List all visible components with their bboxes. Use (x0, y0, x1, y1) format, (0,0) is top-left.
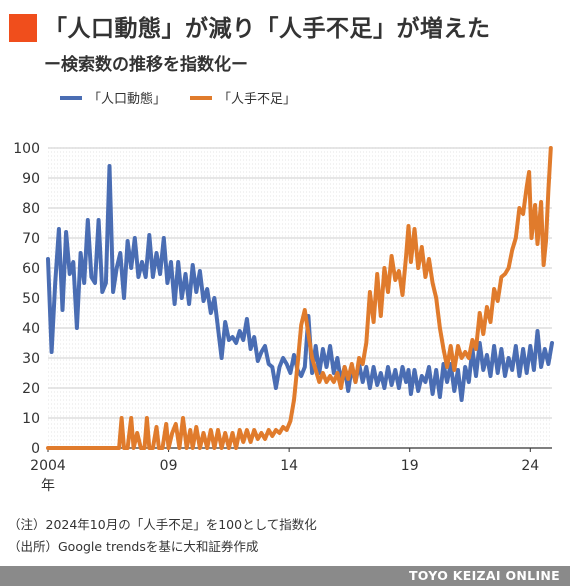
series-line-population (46, 164, 554, 402)
y-tick-label: 10 (22, 411, 40, 427)
y-tick-label: 50 (22, 291, 40, 307)
footer-bar: TOYO KEIZAI ONLINE (0, 566, 570, 586)
line-chart: 0 10 20 30 40 50 60 70 80 90 100 2004 09 14 19 24 年 (13, 141, 554, 494)
legend-swatch-population (60, 95, 82, 100)
legend-item-labor-shortage: 「人手不足」 (190, 88, 296, 107)
x-tick-label: 14 (280, 458, 298, 474)
legend-label-population: 「人口動態」 (88, 92, 167, 107)
y-tick-label: 40 (22, 321, 40, 337)
x-tick-label: 09 (160, 458, 178, 474)
x-tick-label: 19 (401, 458, 419, 474)
note-index-basis: （注）2024年10月の「人手不足」を100として指数化 (8, 517, 317, 532)
x-unit-label: 年 (41, 478, 55, 494)
y-tick-label: 80 (22, 201, 40, 217)
note-source: （出所）Google trendsを基に大和証券作成 (8, 539, 259, 554)
y-tick-label: 100 (13, 141, 40, 157)
series-line-labor-shortage (46, 146, 553, 450)
x-tick-label: 24 (521, 458, 539, 474)
y-tick-label: 30 (22, 351, 40, 367)
y-tick-label: 90 (22, 171, 40, 187)
legend-item-population: 「人口動態」 (60, 88, 166, 107)
chart-title: 「人口動態」が減り「人手不足」が増えた (44, 16, 491, 42)
y-tick-label: 0 (31, 441, 40, 457)
legend: 「人口動態」 「人手不足」 (60, 88, 320, 107)
y-tick-label: 60 (22, 261, 40, 277)
chart-subtitle: ー検索数の推移を指数化ー (44, 55, 248, 75)
y-tick-label: 20 (22, 381, 40, 397)
x-tick-label: 2004 (30, 458, 66, 474)
footer-brand: TOYO KEIZAI ONLINE (408, 568, 560, 583)
title-accent-square (9, 14, 37, 42)
y-tick-label: 70 (22, 231, 40, 247)
legend-swatch-labor-shortage (190, 95, 213, 100)
legend-label-labor-shortage: 「人手不足」 (218, 92, 297, 107)
